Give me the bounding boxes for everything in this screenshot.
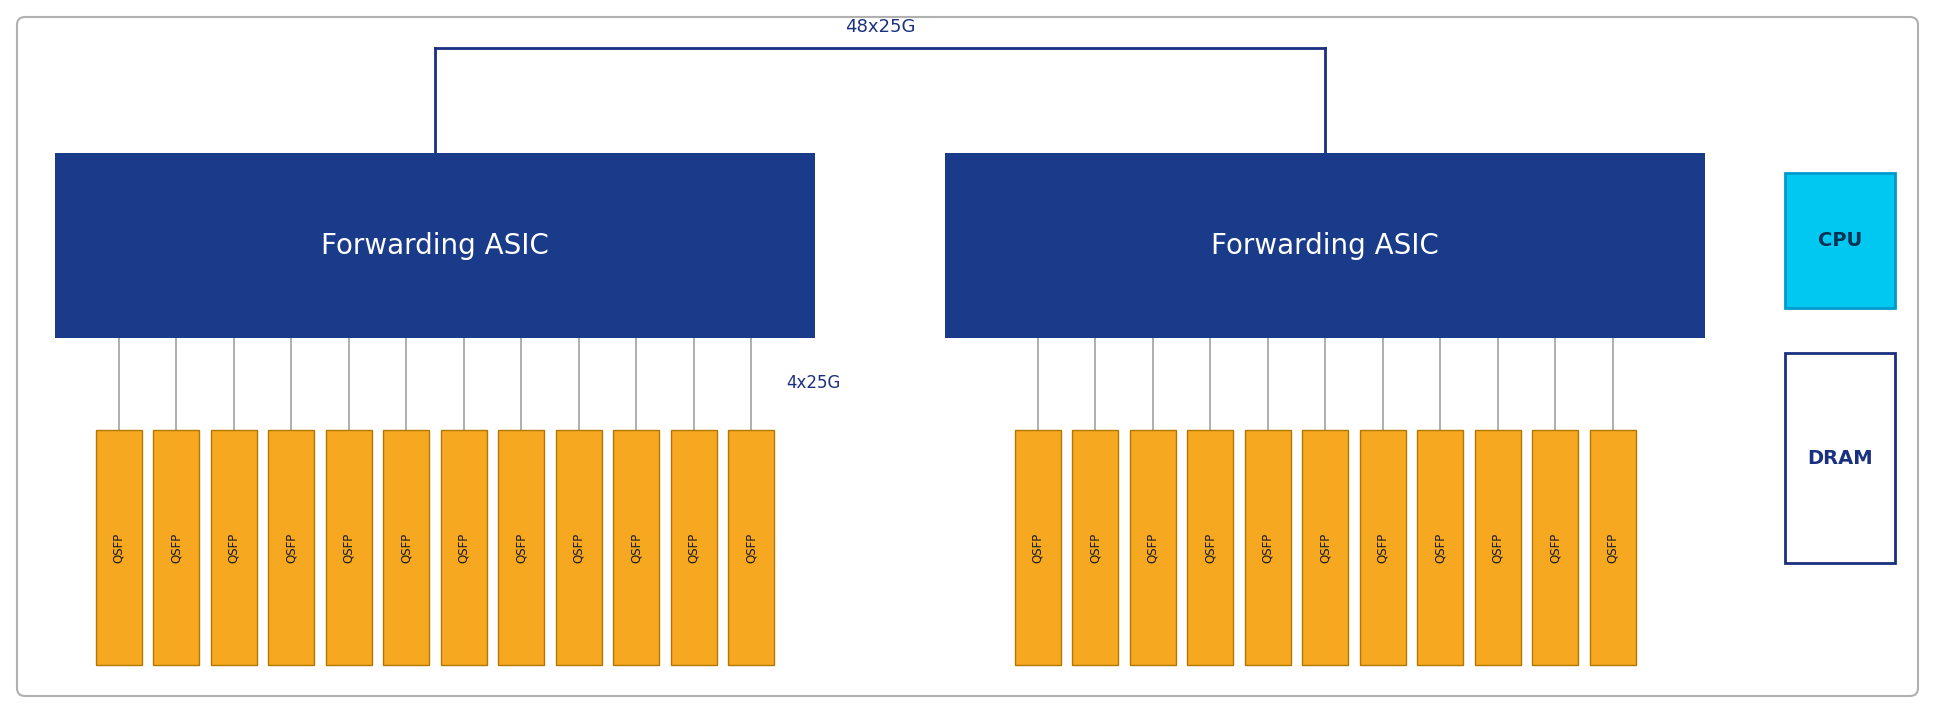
Bar — [383, 430, 430, 665]
Text: QSFP: QSFP — [1492, 533, 1503, 563]
Bar — [153, 430, 199, 665]
Text: QSFP: QSFP — [401, 533, 412, 563]
Bar — [325, 430, 372, 665]
Text: QSFP: QSFP — [1434, 533, 1447, 563]
Text: QSFP: QSFP — [1318, 533, 1331, 563]
Bar — [671, 430, 716, 665]
Text: QSFP: QSFP — [112, 533, 126, 563]
Bar — [555, 430, 602, 665]
Bar — [944, 153, 1705, 338]
Bar — [269, 430, 313, 665]
Text: QSFP: QSFP — [170, 533, 182, 563]
Text: QSFP: QSFP — [342, 533, 356, 563]
Bar — [1186, 430, 1233, 665]
Text: QSFP: QSFP — [1146, 533, 1159, 563]
Text: QSFP: QSFP — [629, 533, 642, 563]
Bar — [1302, 430, 1349, 665]
Text: QSFP: QSFP — [1204, 533, 1217, 563]
Text: QSFP: QSFP — [1089, 533, 1101, 563]
Text: CPU: CPU — [1817, 231, 1861, 250]
Text: QSFP: QSFP — [1262, 533, 1273, 563]
Text: QSFP: QSFP — [284, 533, 298, 563]
Bar — [54, 153, 815, 338]
Bar — [1784, 353, 1894, 563]
Text: QSFP: QSFP — [1548, 533, 1562, 563]
Bar — [497, 430, 544, 665]
Text: Forwarding ASIC: Forwarding ASIC — [321, 232, 550, 260]
Bar — [1014, 430, 1060, 665]
Text: 48x25G: 48x25G — [846, 18, 915, 36]
Text: QSFP: QSFP — [515, 533, 528, 563]
Bar — [1360, 430, 1405, 665]
FancyBboxPatch shape — [17, 17, 1918, 696]
Bar — [613, 430, 660, 665]
Bar — [728, 430, 774, 665]
Text: Forwarding ASIC: Forwarding ASIC — [1211, 232, 1440, 260]
Bar — [1474, 430, 1521, 665]
Bar — [1130, 430, 1175, 665]
Bar — [1784, 173, 1894, 308]
Text: QSFP: QSFP — [1606, 533, 1620, 563]
Text: QSFP: QSFP — [745, 533, 759, 563]
Text: QSFP: QSFP — [226, 533, 240, 563]
Text: QSFP: QSFP — [1376, 533, 1389, 563]
Text: QSFP: QSFP — [687, 533, 700, 563]
Bar — [441, 430, 488, 665]
Bar — [1416, 430, 1463, 665]
Bar — [1072, 430, 1118, 665]
Bar — [1533, 430, 1579, 665]
Bar — [211, 430, 257, 665]
Text: QSFP: QSFP — [1031, 533, 1045, 563]
Text: 4x25G: 4x25G — [786, 374, 840, 392]
Text: QSFP: QSFP — [457, 533, 470, 563]
Bar — [1244, 430, 1291, 665]
Bar — [1589, 430, 1635, 665]
Bar — [95, 430, 141, 665]
Text: QSFP: QSFP — [573, 533, 584, 563]
Text: DRAM: DRAM — [1807, 448, 1873, 468]
